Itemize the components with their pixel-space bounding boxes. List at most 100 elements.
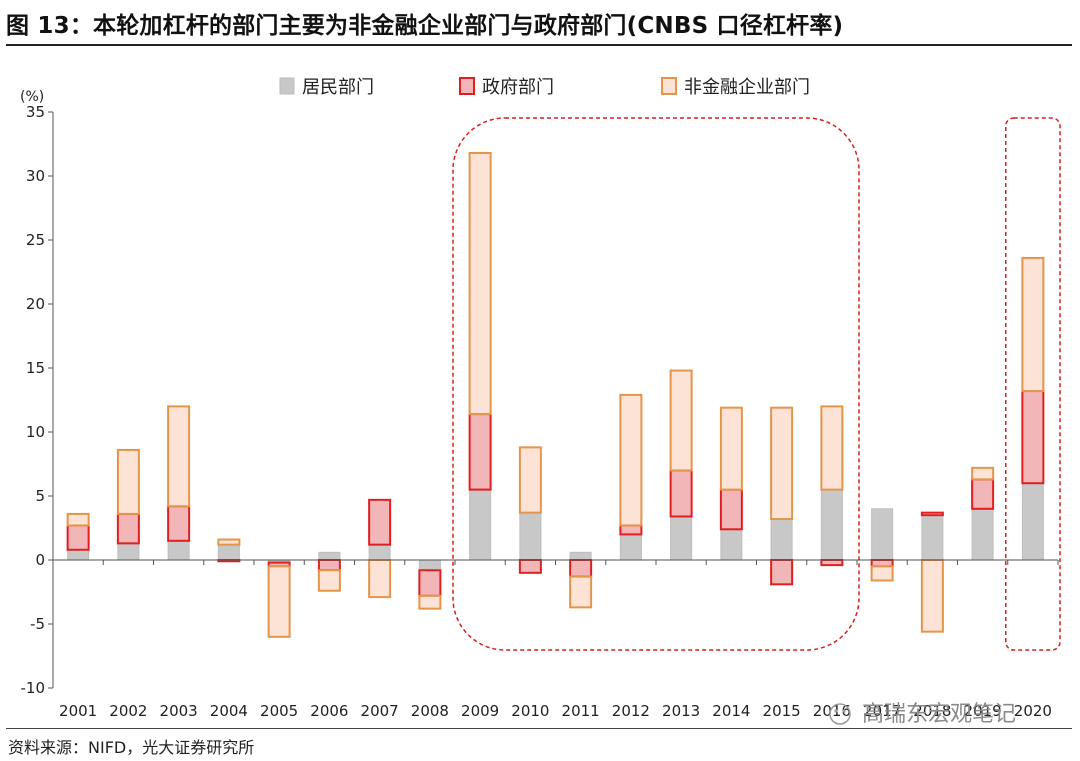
x-tick-label: 2013: [662, 702, 700, 720]
bar-2015-series-1: [770, 559, 794, 586]
bar-2011-series-2: [569, 575, 593, 609]
y-tick-label: -5: [30, 615, 45, 633]
bar-2010-series-1: [518, 559, 542, 574]
bar-2012-series-2: [619, 393, 643, 527]
bar-2009-series-1: [468, 413, 492, 491]
bar-2004-series-2: [217, 538, 241, 546]
x-tick-label: 2007: [361, 702, 399, 720]
bar-2010-series-0: [519, 512, 542, 561]
bar-2001-series-0: [67, 549, 90, 561]
bar-2006-series-2: [317, 569, 341, 592]
bar-2002-series-1: [116, 512, 140, 545]
legend-label-0: 居民部门: [302, 77, 374, 98]
x-tick-label: 2004: [210, 702, 248, 720]
y-tick-label: 10: [26, 423, 45, 441]
bar-2020-series-1: [1021, 390, 1045, 485]
bar-2016-series-0: [820, 489, 843, 561]
y-tick-label: 25: [26, 231, 45, 249]
source-note: 资料来源：NIFD，光大证券研究所: [8, 738, 255, 757]
x-tick-label: 2010: [511, 702, 549, 720]
x-tick-label: 2006: [310, 702, 348, 720]
x-tick-label: 2018: [913, 702, 951, 720]
x-tick-label: 2009: [461, 702, 499, 720]
bar-2005-series-2: [267, 565, 291, 638]
x-tick-label: 2008: [411, 702, 449, 720]
legend-swatch-0: [279, 77, 295, 95]
highlight-box-1: [1005, 117, 1061, 651]
x-tick-label: 2002: [109, 702, 147, 720]
bar-2019-series-0: [971, 508, 994, 561]
bar-2019-series-1: [971, 478, 995, 510]
bar-2014-series-2: [719, 406, 743, 491]
axes: -10 -5 0 5 10 15 20 25 30 35 2001 2002 2003 2004 2005 2…: [21, 103, 1059, 720]
bar-2007-series-1: [368, 498, 392, 546]
bar-2001-series-2: [66, 512, 90, 527]
bar-2011-series-0: [569, 551, 592, 561]
title-rule: [6, 44, 1072, 46]
bar-2006-series-1: [317, 559, 341, 572]
bar-2012-series-0: [619, 533, 642, 561]
bar-2020-series-0: [1021, 482, 1044, 561]
legend: 居民部门 政府部门 非金融企业部门: [279, 77, 810, 98]
y-tick-label: 30: [26, 167, 45, 185]
bar-2016-series-1: [820, 559, 844, 567]
bar-2011-series-1: [569, 559, 593, 578]
bar-2004-series-0: [217, 544, 240, 561]
y-tick-label: 15: [26, 359, 45, 377]
x-tick-label: 2003: [160, 702, 198, 720]
bar-2020-series-2: [1021, 256, 1045, 393]
y-tick-label: 0: [35, 551, 45, 569]
y-tick-label: 5: [35, 487, 45, 505]
bar-2001-series-1: [66, 524, 90, 551]
x-tick-label: 2020: [1014, 702, 1052, 720]
figure-title: 图 13：本轮加杠杆的部门主要为非金融企业部门与政府部门(CNBS 口径杠杆率): [6, 13, 844, 39]
bar-2002-series-0: [117, 542, 140, 561]
bar-2007-series-2: [368, 559, 392, 599]
y-tick-label: 35: [26, 103, 45, 121]
bar-2008-series-2: [418, 594, 442, 610]
bar-2003-series-2: [167, 405, 191, 508]
bar-2016-series-2: [820, 405, 844, 491]
bar-2008-series-1: [418, 569, 442, 597]
bar-2015-series-2: [770, 406, 794, 521]
highlight-box-0: [452, 117, 860, 651]
legend-label-2: 非金融企业部门: [684, 77, 810, 98]
bar-2007-series-0: [368, 544, 391, 561]
bar-2017-series-0: [871, 508, 894, 561]
x-tick-label: 2011: [562, 702, 600, 720]
highlight-boxes: [452, 117, 1061, 651]
bar-2010-series-2: [518, 446, 542, 514]
bar-2006-series-0: [318, 551, 341, 561]
bar-2018-series-1: [920, 511, 944, 517]
legend-swatch-2: [661, 77, 677, 95]
x-tick-label: 2012: [612, 702, 650, 720]
bar-2015-series-0: [770, 518, 793, 561]
bar-2014-series-1: [719, 488, 743, 531]
bar-2013-series-0: [670, 515, 693, 561]
x-tick-label: 2001: [59, 702, 97, 720]
bar-2018-series-0: [921, 514, 944, 561]
y-tick-label: 20: [26, 295, 45, 313]
bar-2012-series-1: [619, 524, 643, 536]
y-axis-unit: (%): [20, 89, 44, 105]
x-tick-label: 2016: [813, 702, 851, 720]
x-tick-label: 2015: [763, 702, 801, 720]
y-tick-label: -10: [21, 679, 46, 697]
bar-2013-series-2: [669, 369, 693, 472]
bar-2017-series-2: [870, 565, 894, 582]
bar-2008-series-0: [418, 559, 441, 571]
bar-2009-series-2: [468, 151, 492, 416]
source-rule: [6, 728, 1072, 729]
bar-2003-series-0: [167, 540, 190, 561]
x-tick-label: 2014: [712, 702, 750, 720]
legend-label-1: 政府部门: [482, 77, 554, 98]
watermark-logo-icon: [829, 703, 851, 725]
x-tick-label: 2017: [863, 702, 901, 720]
bar-2014-series-0: [720, 528, 743, 561]
bar-2013-series-1: [669, 469, 693, 518]
bar-2009-series-0: [469, 489, 492, 561]
watermark: 高瑞东宏观笔记: [862, 702, 1016, 727]
bar-2003-series-1: [167, 505, 191, 542]
legend-swatch-1: [459, 77, 475, 95]
